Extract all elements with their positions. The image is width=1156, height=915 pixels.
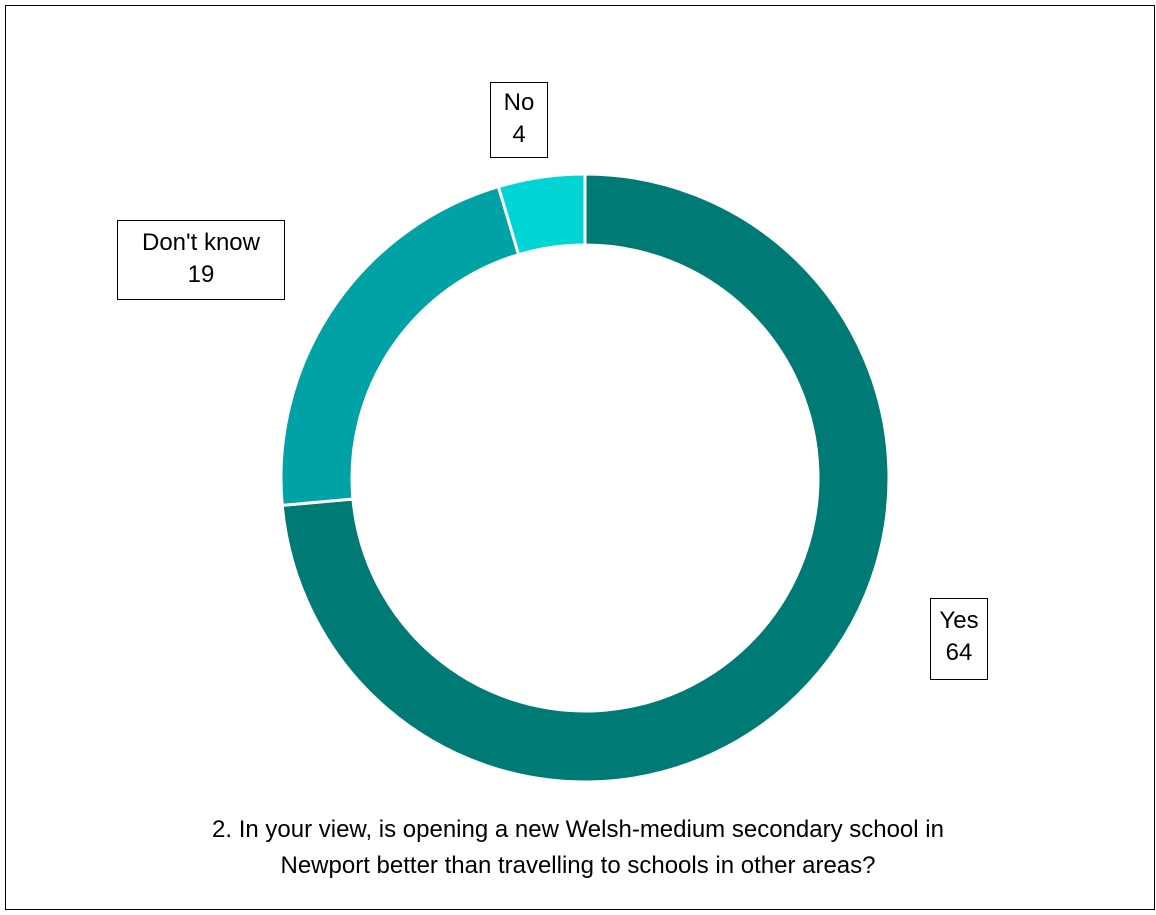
data-label-no-category: No: [503, 89, 535, 116]
donut-slices: [279, 172, 891, 784]
donut-slice-no: [496, 172, 587, 257]
data-label-yes-value: 64: [945, 639, 973, 666]
chart-title-line-1: 2. In your view, is opening a new Welsh-…: [212, 816, 944, 843]
chart-title: 2. In your view, is opening a new Welsh-…: [0, 812, 1156, 884]
data-label-no-value: 4: [512, 121, 526, 148]
data-label-dont-know: Don't know 19: [117, 220, 285, 300]
chart-title-line-2: Newport better than travelling to school…: [280, 852, 876, 879]
data-label-dont-know-value: 19: [187, 261, 215, 288]
data-label-dont-know-category: Don't know: [142, 229, 260, 256]
data-label-yes-category: Yes: [939, 607, 979, 634]
data-label-no: No 4: [490, 82, 548, 158]
data-label-yes: Yes 64: [930, 598, 988, 680]
donut-slice-don-t-know: [279, 184, 521, 508]
donut-slice-yes: [280, 172, 891, 784]
